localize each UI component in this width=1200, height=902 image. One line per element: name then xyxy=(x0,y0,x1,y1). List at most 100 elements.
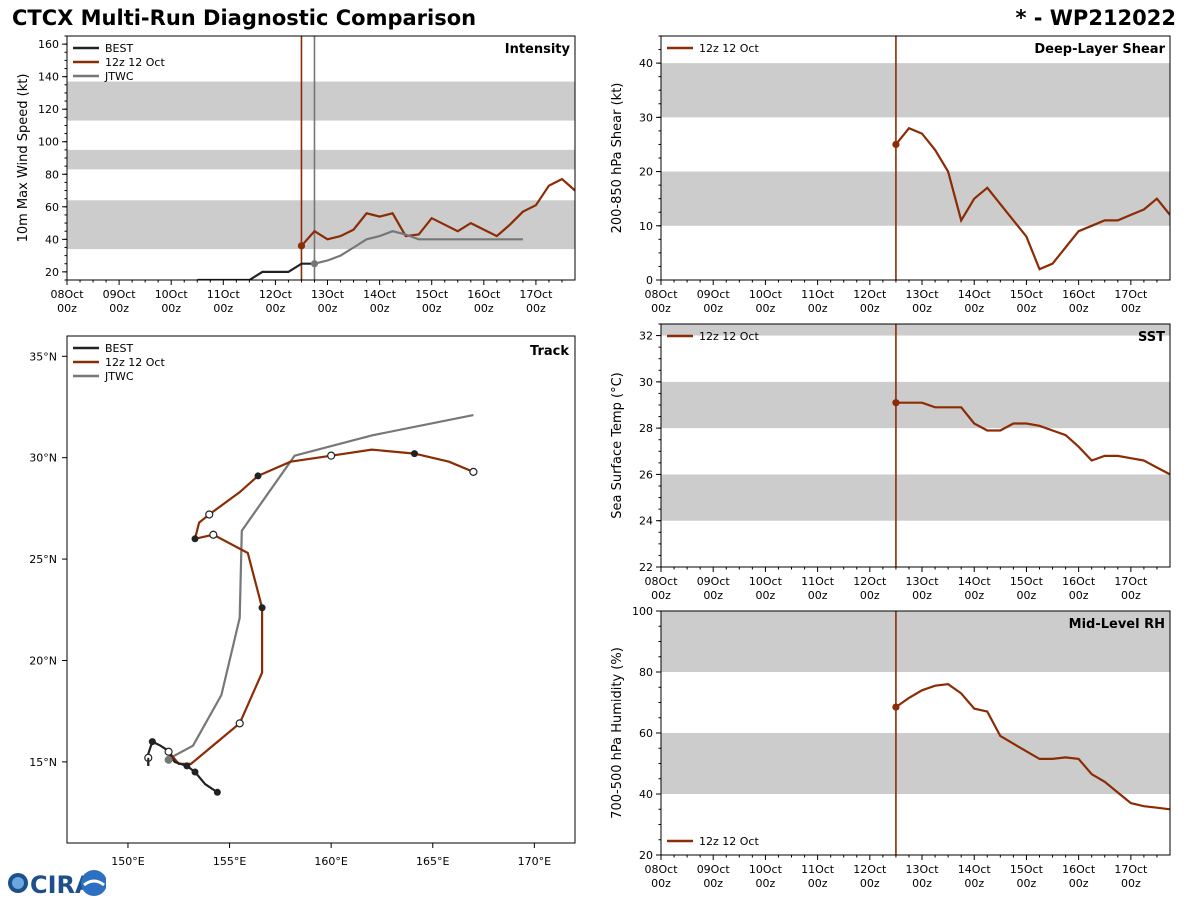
x-tick-label-date: 08Oct xyxy=(644,575,678,588)
x-tick-label-date: 15Oct xyxy=(1010,575,1044,588)
y-tick-label: 120 xyxy=(38,103,59,116)
track-point xyxy=(254,472,262,480)
x-tick-label-date: 14Oct xyxy=(958,288,992,301)
y-tick-label: 24 xyxy=(639,515,653,528)
y-axis-label: 700-500 hPa Humidity (%) xyxy=(610,647,625,819)
x-tick-label-date: 11Oct xyxy=(207,288,241,301)
x-tick-label-date: 11Oct xyxy=(801,288,835,301)
cira-logo: CIRA xyxy=(6,868,107,899)
x-tick-label-hour: 00z xyxy=(1121,589,1141,602)
y-tick-label: 80 xyxy=(45,168,59,181)
x-tick-label-hour: 00z xyxy=(1121,302,1141,315)
x-tick-label-hour: 00z xyxy=(161,302,181,315)
x-tick-label-hour: 00z xyxy=(808,589,828,602)
x-tick-label-hour: 00z xyxy=(57,302,77,315)
x-tick-label-hour: 00z xyxy=(860,589,880,602)
y-tick-label: 40 xyxy=(45,233,59,246)
x-tick-label-date: 17Oct xyxy=(1114,575,1148,588)
x-tick-label-date: 14Oct xyxy=(958,575,992,588)
y-tick-label: 0 xyxy=(646,274,653,287)
run-start-marker xyxy=(892,399,900,407)
x-tick-label-hour: 00z xyxy=(756,589,776,602)
legend-label: BEST xyxy=(105,42,133,55)
shade-band xyxy=(661,63,1170,118)
x-tick-label-date: 08Oct xyxy=(644,863,678,876)
track-point xyxy=(209,530,218,539)
x-tick-label-hour: 00z xyxy=(651,589,671,602)
y-tick-label: 60 xyxy=(45,201,59,214)
x-tick-label-hour: 00z xyxy=(860,877,880,890)
panel-sst: 22242628303208Oct00z09Oct00z10Oct00z11Oc… xyxy=(610,323,1171,602)
track-point xyxy=(469,467,478,476)
legend-label: BEST xyxy=(105,342,133,355)
y-tick-label: 100 xyxy=(38,136,59,149)
y-tick-label: 40 xyxy=(639,57,653,70)
y-tick-label: 160 xyxy=(38,38,59,51)
panel-title: Mid-Level RH xyxy=(1069,617,1165,632)
x-tick-label-date: 13Oct xyxy=(906,863,940,876)
shade-band xyxy=(67,81,575,121)
y-tick-label: 40 xyxy=(639,788,653,801)
x-tick-label-hour: 00z xyxy=(808,302,828,315)
y-tick-label: 25°N xyxy=(29,553,57,566)
legend-label: JTWC xyxy=(104,370,134,383)
x-tick-label-hour: 00z xyxy=(756,877,776,890)
series-line-jtwc xyxy=(314,230,523,265)
x-tick-label-hour: 00z xyxy=(651,877,671,890)
y-tick-label: 20 xyxy=(639,849,653,862)
x-tick-label-hour: 00z xyxy=(1069,589,1089,602)
run-start-marker xyxy=(297,242,306,250)
y-tick-label: 20°N xyxy=(29,654,57,667)
y-tick-label: 35°N xyxy=(29,350,57,363)
axes-frame xyxy=(660,323,1171,568)
y-axis-label: Sea Surface Temp (°C) xyxy=(610,372,625,519)
track-point xyxy=(164,755,173,764)
track-point xyxy=(148,738,156,746)
x-tick-label-date: 09Oct xyxy=(697,288,731,301)
x-tick-label-hour: 00z xyxy=(474,302,494,315)
shade-band xyxy=(661,381,1170,429)
x-tick-label-hour: 00z xyxy=(526,302,546,315)
panel-shear: 01020304008Oct00z09Oct00z10Oct00z11Oct00… xyxy=(610,35,1171,315)
x-tick-label-hour: 00z xyxy=(1017,302,1037,315)
x-tick-label-hour: 00z xyxy=(318,302,338,315)
y-tick-label: 80 xyxy=(639,666,653,679)
track-point xyxy=(191,535,199,543)
x-tick-label-hour: 00z xyxy=(266,302,286,315)
x-tick-label-date: 14Oct xyxy=(958,863,992,876)
x-tick-label-hour: 00z xyxy=(964,877,984,890)
track-point xyxy=(327,451,336,460)
x-tick-label-hour: 00z xyxy=(912,877,932,890)
shade-band xyxy=(67,200,575,250)
series-line-run xyxy=(895,401,1170,476)
run-start-marker xyxy=(892,703,900,711)
x-tick-label-date: 16Oct xyxy=(1062,575,1096,588)
y-tick-label: 100 xyxy=(632,605,653,618)
x-tick-label-hour: 00z xyxy=(964,302,984,315)
x-tick-label-date: 12Oct xyxy=(853,863,887,876)
x-tick-label-hour: 00z xyxy=(422,302,442,315)
track-line-run xyxy=(167,448,474,766)
x-tick-label-date: 10Oct xyxy=(749,575,783,588)
x-tick-label-date: 11Oct xyxy=(801,575,835,588)
x-tick-label-date: 08Oct xyxy=(644,288,678,301)
x-tick-label-date: 17Oct xyxy=(1114,863,1148,876)
track-point xyxy=(235,719,244,728)
track-point xyxy=(213,788,221,796)
x-tick-label-hour: 00z xyxy=(703,877,723,890)
x-tick-label-date: 08Oct xyxy=(50,288,84,301)
cira-badge-icon xyxy=(81,870,107,896)
track-point xyxy=(258,604,266,612)
track-point xyxy=(410,450,418,458)
x-tick-label-date: 12Oct xyxy=(853,288,887,301)
x-tick-label-date: 10Oct xyxy=(749,288,783,301)
x-tick-label-date: 14Oct xyxy=(363,288,397,301)
x-tick-label-date: 11Oct xyxy=(801,863,835,876)
x-tick-label-hour: 00z xyxy=(1017,877,1037,890)
x-tick-label-date: 16Oct xyxy=(1062,863,1096,876)
y-tick-label: 30 xyxy=(639,111,653,124)
x-tick-label-hour: 00z xyxy=(703,302,723,315)
y-tick-label: 15°N xyxy=(29,756,57,769)
panel-rh: 2040608010008Oct00z09Oct00z10Oct00z11Oct… xyxy=(610,605,1171,890)
